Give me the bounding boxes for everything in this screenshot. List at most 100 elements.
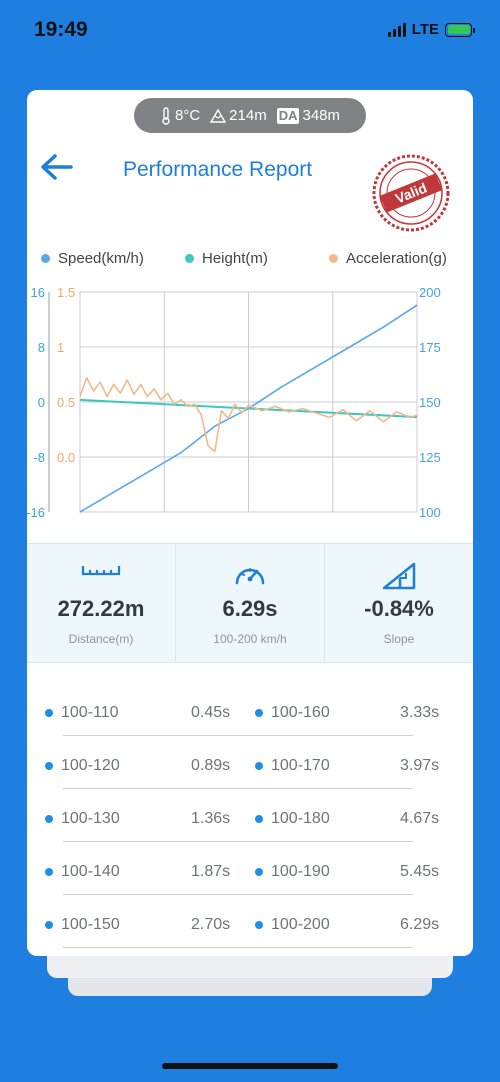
mountain-icon (210, 108, 227, 123)
stat-time: 6.29s 100-200 km/h (175, 544, 324, 662)
chart-legend: Speed(km/h) Height(m) Acceleration(g) (27, 250, 473, 272)
temperature-value: 8°C (174, 107, 201, 124)
split-left-range: 100-110 (45, 704, 119, 722)
tick-label-speed: 175 (419, 340, 441, 355)
split-dot (255, 868, 263, 876)
da-badge: DA (276, 107, 300, 124)
density-altitude-item: DA 348m (276, 107, 341, 124)
slope-icon (382, 562, 416, 590)
split-right-range: 100-160 (255, 704, 330, 722)
split-dot (255, 762, 263, 770)
split-dot (255, 709, 263, 717)
split-dot (255, 815, 263, 823)
battery-icon (445, 22, 475, 37)
back-arrow-icon[interactable] (39, 152, 75, 182)
split-dot (255, 921, 263, 929)
tick-label-height: 8 (38, 340, 45, 355)
density-altitude-value: 348m (302, 107, 341, 124)
split-left-time: 2.70s (191, 916, 231, 933)
chart-ticks: 16 8 0 -8 -16 1.5 1 0.5 0.0 200 175 150 125 100 (27, 285, 441, 520)
chart-lines (79, 304, 418, 513)
legend-acceleration-label: Acceleration(g) (346, 250, 447, 267)
tick-label-acceleration: 1 (57, 340, 64, 355)
status-indicators: LTE (387, 21, 475, 38)
tick-label-speed: 125 (419, 450, 441, 465)
tick-label-acceleration: 1.5 (57, 285, 75, 300)
temperature-item: 8°C (160, 106, 201, 125)
tick-label-height: -16 (27, 505, 45, 520)
split-row: 100-140 1.87s 100-190 5.45s (27, 849, 473, 902)
stat-distance: 272.22m Distance(m) (27, 544, 175, 662)
legend-height-dot (185, 254, 194, 263)
report-card: 8°C 214m DA 348m Performance Report Vali… (27, 90, 473, 956)
split-dot (45, 921, 53, 929)
network-type: LTE (411, 21, 439, 38)
status-time: 19:49 (34, 18, 88, 41)
signal-icon (387, 22, 406, 37)
legend-speed-dot (41, 254, 50, 263)
ruler-icon (81, 566, 121, 576)
tick-label-acceleration: 0.0 (57, 450, 75, 465)
split-right-range: 100-180 (255, 810, 330, 828)
series-line-acceleration (79, 377, 418, 453)
legend-speed-label: Speed(km/h) (58, 250, 144, 267)
split-dot (45, 868, 53, 876)
split-row: 100-110 0.45s 100-160 3.33s (27, 690, 473, 743)
stat-slope: -0.84% Slope (324, 544, 473, 662)
tick-label-height: -8 (33, 450, 45, 465)
speedometer-icon (235, 568, 265, 585)
split-left-time: 0.89s (191, 757, 231, 774)
split-left-range: 100-120 (45, 757, 120, 775)
page-title: Performance Report (123, 158, 313, 181)
split-left-time: 0.45s (191, 704, 231, 721)
split-right-range: 100-170 (255, 757, 330, 775)
legend-acceleration-dot (329, 254, 338, 263)
split-left-time: 1.87s (191, 863, 231, 880)
legend-height: Height(m) (185, 250, 268, 267)
split-dot (45, 815, 53, 823)
split-left-range: 100-130 (45, 810, 120, 828)
slope-value: -0.84% (364, 596, 434, 621)
stats-panel: 272.22m Distance(m) 6.29s 100-200 km/h -… (27, 543, 473, 663)
tick-label-speed: 200 (419, 285, 441, 300)
distance-label: Distance(m) (68, 632, 134, 646)
legend-acceleration: Acceleration(g) (329, 250, 447, 267)
split-left-time: 1.36s (191, 810, 231, 827)
series-line-height (79, 398, 418, 419)
split-right-time: 3.97s (400, 757, 440, 774)
split-right-time: 3.33s (400, 704, 440, 721)
time-label: 100-200 km/h (213, 632, 287, 646)
split-right-range: 100-190 (255, 863, 330, 881)
time-value: 6.29s (222, 596, 278, 621)
tick-label-speed: 150 (419, 395, 441, 410)
tick-label-speed: 100 (419, 505, 441, 520)
home-indicator (162, 1063, 338, 1069)
distance-value: 272.22m (57, 596, 145, 621)
slope-label: Slope (383, 632, 415, 646)
tick-label-acceleration: 0.5 (57, 395, 75, 410)
tick-label-height: 0 (38, 395, 45, 410)
thermometer-icon (162, 106, 170, 125)
legend-height-label: Height(m) (202, 250, 268, 267)
split-row: 100-150 2.70s 100-200 6.29s (27, 902, 473, 955)
split-right-range: 100-200 (255, 916, 330, 934)
performance-chart: 16 8 0 -8 -16 1.5 1 0.5 0.0 200 175 150 125 100 (27, 285, 441, 520)
split-right-time: 5.45s (400, 863, 440, 880)
altitude-item: 214m (210, 107, 267, 124)
tick-label-height: 16 (31, 285, 45, 300)
split-right-time: 6.29s (400, 916, 440, 933)
status-bar: 19:49 LTE (0, 0, 500, 62)
environment-pill: 8°C 214m DA 348m (134, 98, 366, 133)
split-right-time: 4.67s (400, 810, 440, 827)
split-dot (45, 762, 53, 770)
split-left-range: 100-150 (45, 916, 120, 934)
valid-stamp: Valid (372, 154, 450, 232)
chart-grid (48, 291, 418, 513)
split-row: 100-130 1.36s 100-180 4.67s (27, 796, 473, 849)
altitude-value: 214m (229, 107, 267, 124)
split-row: 100-120 0.89s 100-170 3.97s (27, 743, 473, 796)
legend-speed: Speed(km/h) (41, 250, 144, 267)
split-dot (45, 709, 53, 717)
split-times-list: 100-110 0.45s 100-160 3.33s 100-120 0.89… (27, 690, 473, 955)
split-left-range: 100-140 (45, 863, 120, 881)
